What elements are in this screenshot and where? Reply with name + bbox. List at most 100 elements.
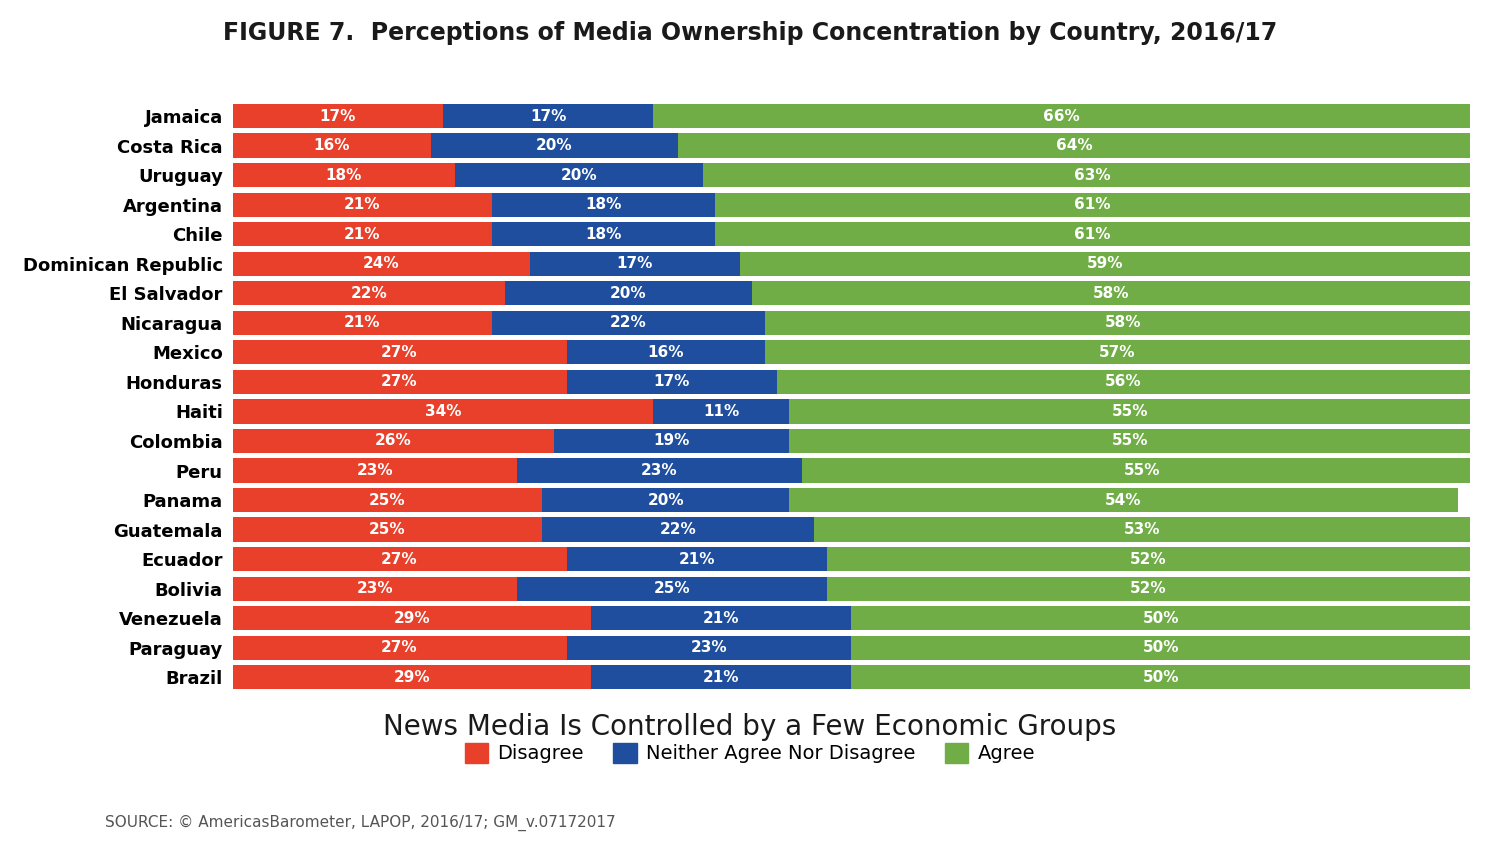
Bar [815,517,1470,542]
Bar [232,163,456,187]
Bar [518,576,827,601]
Bar [492,222,716,246]
Text: 58%: 58% [1094,286,1130,300]
Bar [492,311,765,335]
Text: 53%: 53% [1124,522,1161,537]
Text: 27%: 27% [381,552,419,566]
Bar [591,665,852,690]
Text: 18%: 18% [585,197,622,212]
Text: 27%: 27% [381,641,419,655]
Bar [232,665,591,690]
Bar [232,488,542,512]
Text: 16%: 16% [314,138,350,153]
Text: 29%: 29% [393,611,430,625]
Text: 19%: 19% [654,434,690,448]
Text: 55%: 55% [1112,434,1148,448]
Text: 17%: 17% [654,375,690,389]
Bar [232,547,567,571]
Bar [232,252,530,276]
Bar [430,133,678,158]
Text: SOURCE: © AmericasBarometer, LAPOP, 2016/17; GM_v.07172017: SOURCE: © AmericasBarometer, LAPOP, 2016… [105,815,615,831]
Text: 23%: 23% [640,463,678,478]
Bar [591,606,852,630]
Bar [232,399,654,424]
Bar [852,606,1470,630]
Text: 34%: 34% [424,404,460,419]
Text: 24%: 24% [363,257,399,271]
Text: 59%: 59% [1086,257,1124,271]
Bar [555,429,789,453]
Text: 22%: 22% [610,316,646,330]
Text: 52%: 52% [1130,582,1167,596]
Text: 56%: 56% [1106,375,1142,389]
Bar [232,192,492,217]
Bar [232,576,518,601]
Bar [702,163,1482,187]
Bar [567,340,765,365]
Bar [777,370,1470,394]
Text: 23%: 23% [690,641,728,655]
Text: 27%: 27% [381,375,419,389]
Bar [518,458,801,483]
Text: 20%: 20% [610,286,646,300]
Bar [716,222,1470,246]
Text: 27%: 27% [381,345,419,360]
Text: 20%: 20% [536,138,573,153]
Text: 25%: 25% [369,522,405,537]
Text: 17%: 17% [616,257,652,271]
Text: 18%: 18% [326,168,362,182]
Bar [567,547,826,571]
Bar [442,104,654,128]
Bar [789,488,1458,512]
Text: FIGURE 7.  Perceptions of Media Ownership Concentration by Country, 2016/17: FIGURE 7. Perceptions of Media Ownership… [224,21,1276,45]
Bar [654,399,789,424]
Bar [232,429,555,453]
Bar [542,517,814,542]
Text: 23%: 23% [357,582,393,596]
Text: 50%: 50% [1143,611,1179,625]
Bar [678,133,1470,158]
Text: News Media Is Controlled by a Few Economic Groups: News Media Is Controlled by a Few Econom… [384,713,1116,741]
Text: 52%: 52% [1130,552,1167,566]
Text: 17%: 17% [530,109,567,123]
Text: 18%: 18% [585,227,622,241]
Text: 21%: 21% [344,227,381,241]
Bar [752,281,1470,306]
Text: 54%: 54% [1106,493,1142,507]
Bar [232,606,591,630]
Text: 23%: 23% [357,463,393,478]
Text: 61%: 61% [1074,227,1112,241]
Bar [765,311,1482,335]
Text: 29%: 29% [393,670,430,684]
Bar [567,636,852,660]
Text: 11%: 11% [704,404,740,419]
Text: 55%: 55% [1124,463,1161,478]
Text: 22%: 22% [350,286,387,300]
Bar [232,133,430,158]
Bar [852,665,1470,690]
Bar [852,636,1470,660]
Bar [654,104,1470,128]
Text: 66%: 66% [1044,109,1080,123]
Bar [232,311,492,335]
Bar [492,192,716,217]
Text: 25%: 25% [369,493,405,507]
Bar [827,576,1470,601]
Text: 17%: 17% [320,109,356,123]
Bar [232,281,504,306]
Text: 21%: 21% [678,552,716,566]
Bar [789,399,1470,424]
Bar [232,104,442,128]
Text: 57%: 57% [1100,345,1136,360]
Text: 50%: 50% [1143,641,1179,655]
Bar [740,252,1470,276]
Text: 20%: 20% [561,168,597,182]
Bar [716,192,1470,217]
Legend: Disagree, Neither Agree Nor Disagree, Agree: Disagree, Neither Agree Nor Disagree, Ag… [458,735,1042,771]
Bar [232,370,567,394]
Text: 21%: 21% [344,197,381,212]
Bar [530,252,740,276]
Text: 55%: 55% [1112,404,1148,419]
Bar [232,517,542,542]
Text: 21%: 21% [704,611,740,625]
